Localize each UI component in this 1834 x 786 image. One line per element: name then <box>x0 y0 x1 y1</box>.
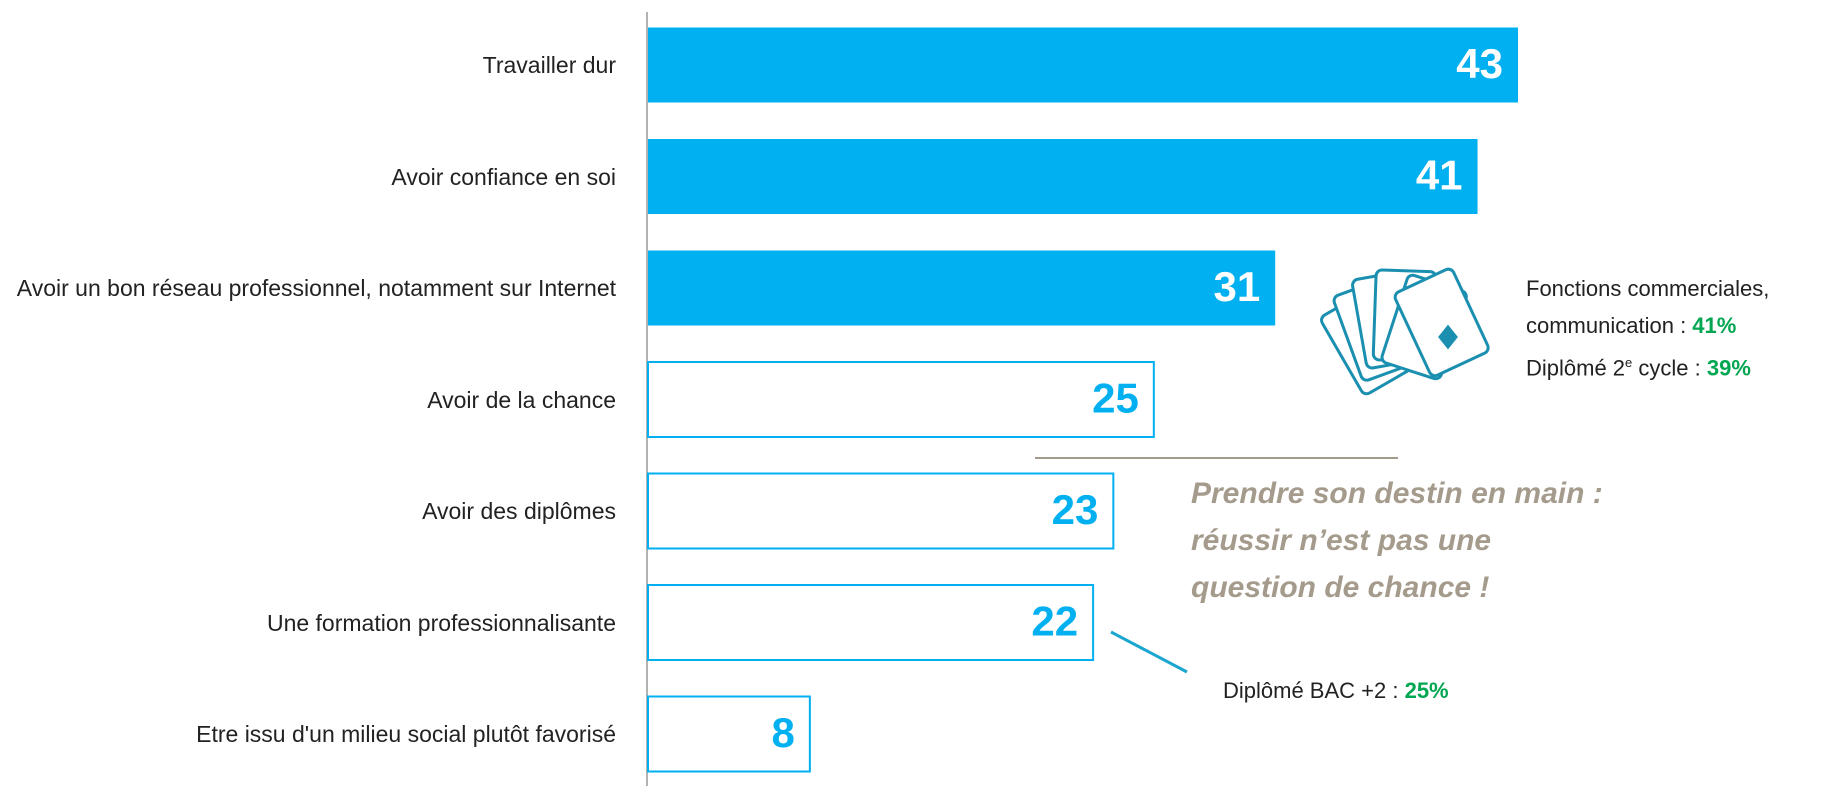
category-label: Avoir un bon réseau professionnel, notam… <box>16 275 616 301</box>
callout-line: question de chance ! <box>1191 571 1490 604</box>
callout-line: Prendre son destin en main : <box>1191 477 1603 510</box>
bar <box>647 584 1095 661</box>
bar <box>647 361 1155 438</box>
bar <box>647 472 1115 550</box>
value-label: 25 <box>1092 375 1139 422</box>
card-note: Fonctions commerciales, communication : … <box>1526 270 1769 386</box>
note-line: communication : 41% <box>1526 307 1769 344</box>
category-label: Avoir des diplômes <box>422 498 616 524</box>
category-label: Etre issu d'un milieu social plutôt favo… <box>196 721 616 747</box>
note-sup: e <box>1625 355 1633 370</box>
note-text: Diplômé 2 <box>1526 355 1626 381</box>
note-text: Fonctions commerciales, <box>1526 276 1770 301</box>
note-line: Fonctions commerciales, <box>1526 270 1769 307</box>
callout: Prendre son destin en main : réussir n’e… <box>1191 470 1603 611</box>
category-label: Travailler dur <box>482 52 616 78</box>
value-label: 22 <box>1031 598 1078 645</box>
value-label: 31 <box>1213 263 1260 310</box>
note-text: communication : <box>1526 313 1693 338</box>
value-label: 41 <box>1416 152 1463 199</box>
note-text: cycle : <box>1632 355 1707 381</box>
note-line: Diplômé 2e cycle : 39% <box>1526 344 1769 386</box>
cards-icon <box>1320 267 1490 396</box>
bac-note: Diplômé BAC +2 : 25% <box>1223 672 1449 709</box>
category-label: Avoir confiance en soi <box>391 163 616 190</box>
value-label: 8 <box>772 709 795 756</box>
callout-line: réussir n’est pas une <box>1191 524 1492 557</box>
connector <box>1110 630 1188 674</box>
note-highlight: 41% <box>1692 313 1737 338</box>
bar <box>647 695 811 773</box>
bar <box>648 250 1276 326</box>
note-highlight: 39% <box>1706 355 1751 381</box>
value-label: 43 <box>1456 40 1503 87</box>
note-highlight: 25% <box>1404 678 1449 703</box>
bar <box>648 139 1478 214</box>
note-text: Diplômé BAC +2 : <box>1223 678 1405 703</box>
bar <box>648 27 1518 103</box>
category-label: Avoir de la chance <box>427 386 616 413</box>
value-label: 23 <box>1052 486 1099 533</box>
category-label: Une formation professionnalisante <box>266 609 616 636</box>
